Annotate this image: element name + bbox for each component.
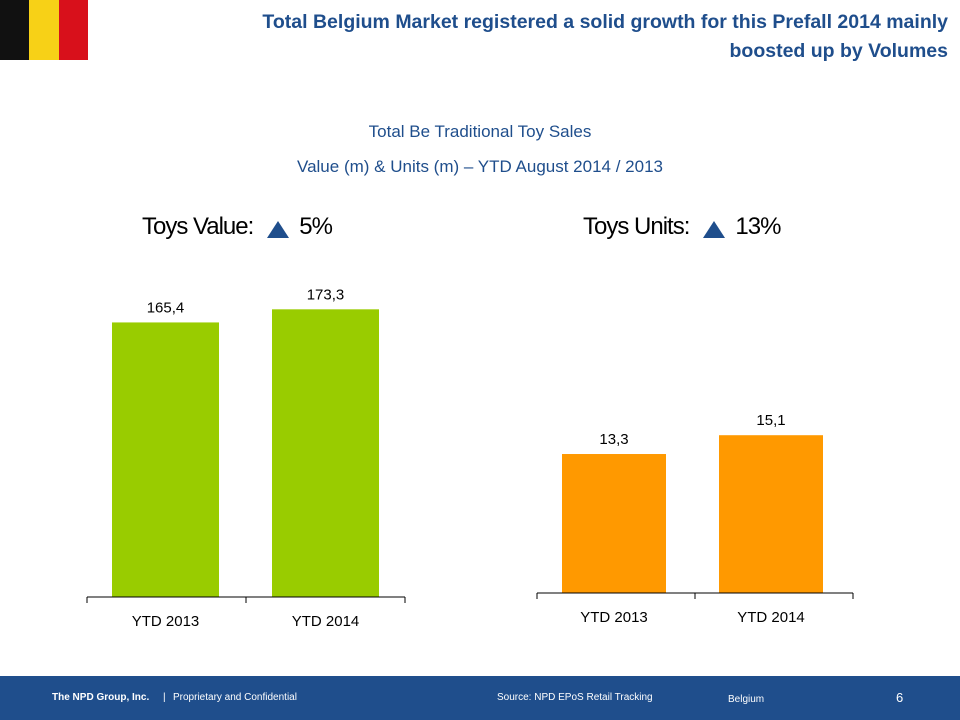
footer-separator: |: [163, 692, 166, 703]
footer-country: Belgium: [728, 694, 765, 705]
kpi-value-growth: 5%: [299, 213, 333, 240]
belgium-flag: [0, 0, 88, 60]
kpi-value: Toys Value: 5%: [142, 213, 333, 241]
triangle-up-icon: [703, 220, 726, 238]
category-label: YTD 2014: [292, 613, 360, 630]
chart-toys-value: 165,4 YTD 2013 173,3 YTD 2014: [86, 286, 406, 630]
chart-subtitle-2: Value (m) & Units (m) – YTD August 2014 …: [297, 157, 663, 176]
bar-value-label: 173,3: [307, 286, 345, 303]
footer-company: The NPD Group, Inc.: [52, 692, 150, 703]
chart-subtitle-1: Total Be Traditional Toy Sales: [368, 122, 592, 141]
bar-ytd-2013: [112, 322, 219, 597]
footer-source: Source: NPD EPoS Retail Tracking: [497, 692, 653, 703]
slide-headline: Total Belgium Market registered a solid …: [262, 11, 948, 62]
category-label: YTD 2014: [737, 609, 805, 626]
footer-confidential: Proprietary and Confidential: [173, 692, 297, 703]
category-label: YTD 2013: [580, 609, 648, 626]
category-label: YTD 2013: [132, 613, 200, 630]
bar-value-label: 15,1: [756, 412, 785, 429]
kpi-value-label: Toys Value:: [142, 213, 254, 240]
chart-toys-units: 13,3 YTD 2013 15,1 YTD 2014: [536, 412, 854, 626]
bar-charts: 165,4 YTD 2013 173,3 YTD 2014 13,3 YTD 2013 15…: [86, 286, 854, 630]
footer-page-number: 6: [896, 690, 904, 705]
kpi-units: Toys Units: 13%: [583, 213, 781, 241]
bar-ytd-2013: [562, 454, 666, 593]
kpi-units-label: Toys Units:: [583, 213, 690, 240]
kpi-units-growth: 13%: [735, 213, 781, 240]
bar-ytd-2014: [272, 309, 379, 597]
bar-value-label: 165,4: [147, 299, 185, 316]
footer-bar: The NPD Group, Inc. | Proprietary and Co…: [0, 676, 960, 720]
flag-stripe-red: [58, 0, 88, 60]
bar-ytd-2014: [719, 435, 823, 593]
flag-stripe-black: [0, 0, 30, 60]
bar-value-label: 13,3: [599, 431, 628, 448]
flag-stripe-yellow: [29, 0, 59, 60]
triangle-up-icon: [267, 220, 290, 238]
